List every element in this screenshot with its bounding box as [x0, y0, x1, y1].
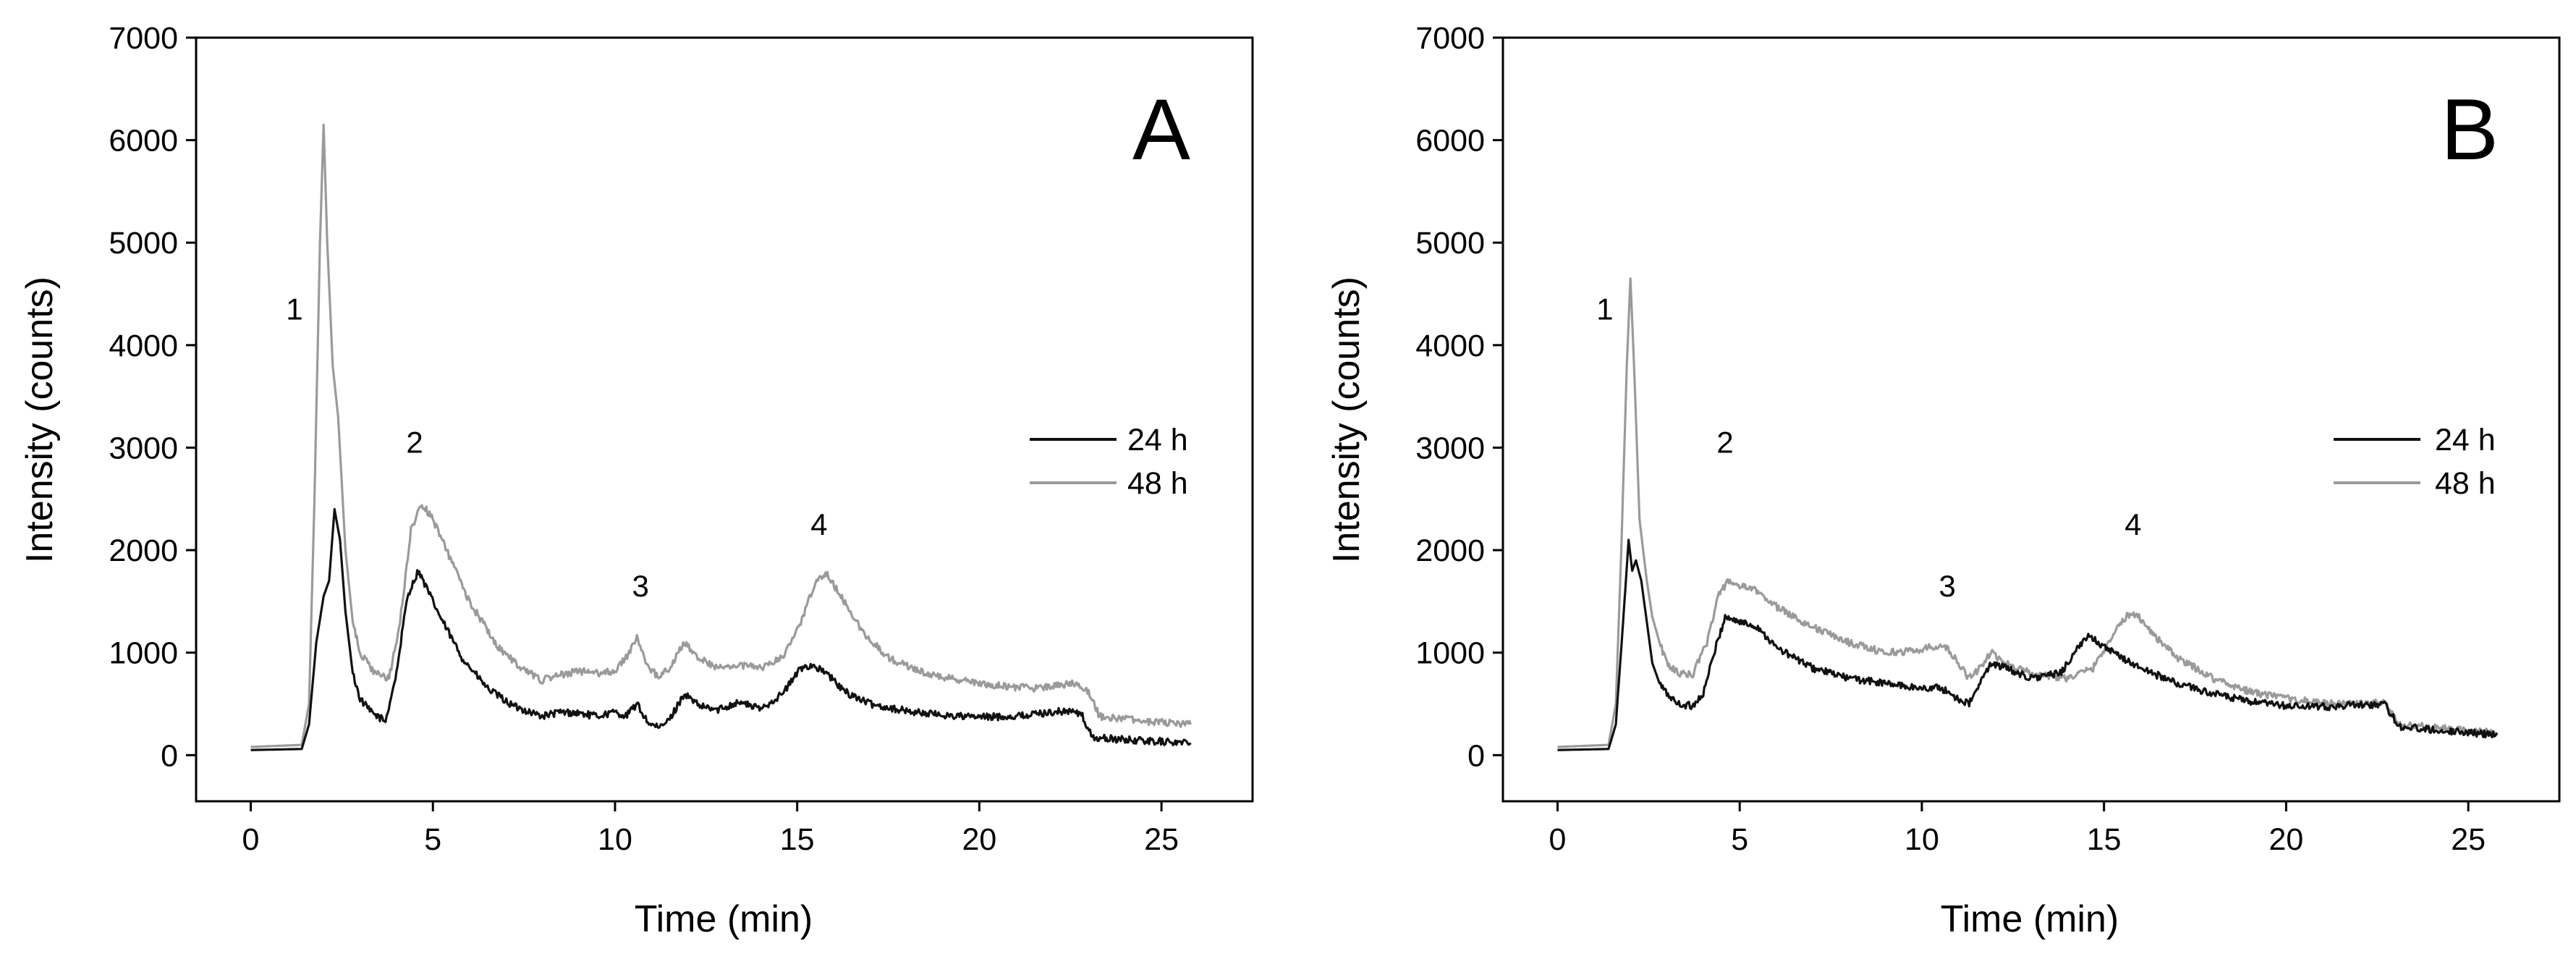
- x-tick-label: 5: [1731, 822, 1748, 857]
- y-ticks: 0 1000 2000 3000 4000 5000 6000 7000: [1415, 21, 1503, 773]
- peak-label: 1: [1596, 292, 1613, 326]
- legend-label-24h: 24 h: [2435, 423, 2496, 457]
- series-line-48h: [250, 123, 1192, 748]
- y-ticks: 0 1000 2000 3000 4000 5000 6000 7000: [109, 21, 196, 773]
- x-tick-label: 0: [1549, 822, 1567, 857]
- plot-frame: [195, 36, 1254, 803]
- x-tick-label: 10: [598, 822, 632, 857]
- y-tick-label: 2000: [1415, 533, 1485, 568]
- x-tick-label: 0: [242, 822, 260, 857]
- peak-annotations: 1 2 3 4: [286, 292, 827, 602]
- y-tick-label: 6000: [1415, 124, 1485, 159]
- y-tick-label: 2000: [109, 533, 178, 568]
- y-axis-title: Intensity (counts): [1326, 277, 1368, 563]
- y-axis-title: Intensity (counts): [19, 277, 61, 563]
- panel-label: A: [1132, 81, 1190, 178]
- peak-label: 2: [406, 426, 423, 460]
- y-tick-label: 0: [1467, 738, 1485, 773]
- y-tick-label: 4000: [1415, 329, 1485, 363]
- x-tick-label: 25: [1144, 822, 1179, 857]
- legend-label-24h: 24 h: [1127, 423, 1188, 457]
- y-tick-label: 5000: [1415, 226, 1485, 261]
- x-tick-label: 15: [780, 822, 815, 857]
- peak-label: 2: [1716, 426, 1733, 460]
- x-tick-label: 25: [2451, 822, 2486, 857]
- plot-frame: [1501, 36, 2561, 803]
- x-axis-title: Time (min): [1941, 898, 2119, 940]
- peak-annotations: 1 2 3 4: [1596, 292, 2141, 602]
- legend-label-48h: 48 h: [2435, 466, 2496, 501]
- series-group: [1557, 277, 2499, 751]
- y-tick-label: 4000: [109, 329, 178, 363]
- x-tick-label: 20: [2268, 822, 2303, 857]
- y-tick-label: 3000: [109, 431, 178, 465]
- x-tick-label: 15: [2087, 822, 2122, 857]
- peak-label: 1: [286, 292, 302, 326]
- x-ticks: 0 5 10 15 20 25: [1549, 801, 2486, 857]
- y-tick-label: 0: [161, 738, 178, 773]
- peak-label: 3: [1939, 569, 1956, 603]
- peak-label: 4: [2124, 507, 2141, 541]
- series-group: [250, 123, 1192, 751]
- y-tick-label: 7000: [1415, 21, 1485, 56]
- peak-label: 3: [632, 569, 649, 603]
- series-line-24h: [250, 507, 1192, 751]
- x-tick-label: 20: [962, 822, 996, 857]
- peak-label: 4: [810, 507, 827, 541]
- panel-b: 0 1000 2000 3000 4000 5000 6000 7000 0 5 10 15 20 25…: [1326, 21, 2561, 940]
- legend: 24 h 48 h: [2334, 423, 2496, 501]
- x-axis-title: Time (min): [635, 898, 813, 940]
- legend: 24 h 48 h: [1030, 423, 1188, 501]
- series-line-48h: [1557, 277, 2499, 748]
- y-tick-label: 6000: [109, 124, 178, 159]
- x-ticks: 0 5 10 15 20 25: [242, 801, 1179, 857]
- panel-label: B: [2441, 81, 2499, 178]
- y-tick-label: 1000: [109, 636, 178, 671]
- y-tick-label: 5000: [109, 226, 178, 261]
- x-tick-label: 10: [1905, 822, 1939, 857]
- y-tick-label: 3000: [1415, 431, 1485, 465]
- legend-label-48h: 48 h: [1127, 466, 1188, 501]
- y-tick-label: 7000: [109, 21, 178, 56]
- x-tick-label: 5: [424, 822, 441, 857]
- series-line-24h: [1557, 539, 2499, 751]
- panel-a: 0 1000 2000 3000 4000 5000 6000 7000 0 5 10 15 20 25…: [19, 21, 1254, 940]
- y-tick-label: 1000: [1415, 636, 1485, 671]
